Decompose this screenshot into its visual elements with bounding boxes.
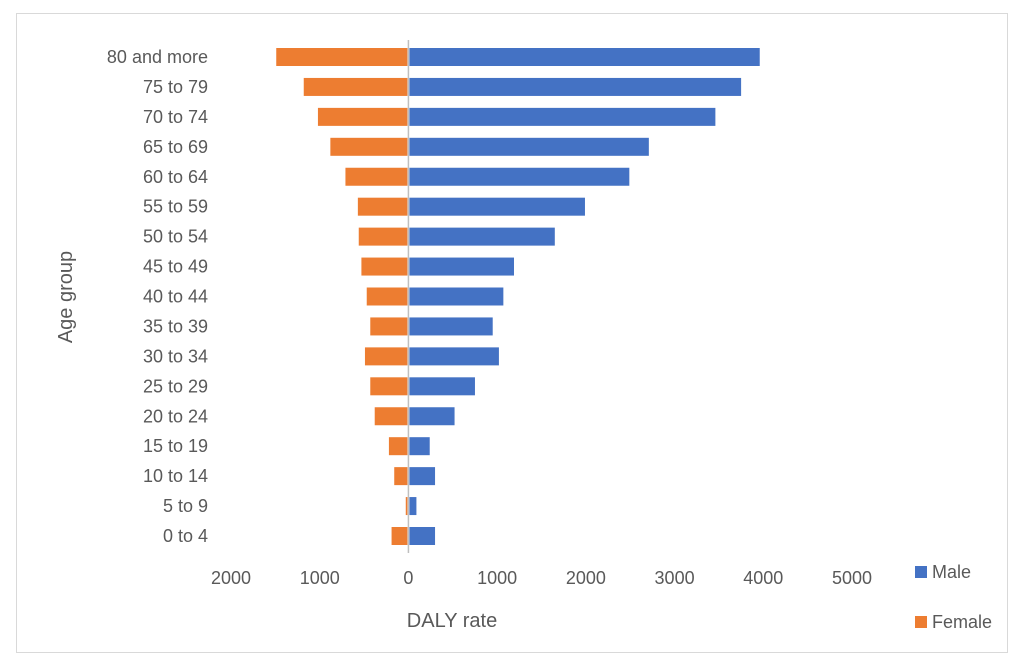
- category-label: 80 and more: [107, 47, 208, 67]
- x-tick-label: 1000: [477, 568, 517, 588]
- bar-female: [361, 257, 408, 276]
- x-tick-label: 1000: [300, 568, 340, 588]
- x-axis-title: DALY rate: [407, 610, 497, 632]
- category-label: 20 to 24: [143, 406, 208, 426]
- category-label: 40 to 44: [143, 287, 208, 307]
- bar-female: [405, 497, 408, 516]
- category-label: 10 to 14: [143, 466, 208, 486]
- category-label: 15 to 19: [143, 436, 208, 456]
- bar-male: [409, 48, 760, 66]
- bar-male: [409, 467, 436, 486]
- x-tick-label: 4000: [743, 568, 783, 588]
- category-label: 35 to 39: [143, 316, 208, 336]
- bar-female: [357, 197, 408, 216]
- legend-swatch: [915, 616, 927, 628]
- category-label: 0 to 4: [163, 526, 208, 546]
- bar-female: [370, 377, 408, 396]
- bar-female: [358, 227, 408, 246]
- bar-male: [409, 197, 585, 216]
- bar-female: [394, 467, 408, 486]
- legend-label: Female: [932, 612, 992, 632]
- bars-group: [276, 48, 760, 545]
- category-label: 50 to 54: [143, 227, 208, 247]
- category-label: 60 to 64: [143, 167, 208, 187]
- bar-male: [409, 377, 475, 396]
- bar-female: [374, 407, 408, 426]
- category-labels: 0 to 4 5 to 9 10 to 14 15 to 19 20 to 24 25 t…: [107, 47, 208, 546]
- bar-male: [409, 107, 716, 126]
- x-tick-label: 2000: [566, 568, 606, 588]
- x-tick-label: 3000: [655, 568, 695, 588]
- x-tick-labels: 2000 1000 0 1000 2000 3000 4000 5000: [211, 568, 872, 588]
- bar-male: [409, 527, 436, 545]
- category-label: 70 to 74: [143, 107, 208, 127]
- category-label: 55 to 59: [143, 197, 208, 217]
- bar-female: [303, 77, 408, 96]
- x-tick-label: 2000: [211, 568, 251, 588]
- bar-female: [276, 48, 408, 66]
- x-tick-label: 0: [403, 568, 413, 588]
- bar-male: [409, 227, 555, 246]
- bar-female: [330, 137, 408, 156]
- bar-male: [409, 347, 499, 366]
- category-label: 30 to 34: [143, 346, 208, 366]
- bar-male: [409, 257, 514, 276]
- legend: Male Female: [915, 562, 992, 632]
- bar-male: [409, 407, 455, 426]
- bar-male: [409, 167, 630, 186]
- category-label: 75 to 79: [143, 77, 208, 97]
- legend-swatch: [915, 566, 927, 578]
- bar-male: [409, 137, 649, 156]
- legend-label: Male: [932, 562, 971, 582]
- category-label: 5 to 9: [163, 496, 208, 516]
- bar-female: [388, 437, 408, 456]
- bar-male: [409, 497, 417, 516]
- y-axis-title: Age group: [55, 251, 77, 343]
- bar-female: [391, 527, 408, 545]
- category-label: 65 to 69: [143, 137, 208, 157]
- bar-male: [409, 287, 504, 306]
- category-label: 45 to 49: [143, 257, 208, 277]
- bar-female: [370, 317, 408, 336]
- bar-male: [409, 77, 742, 96]
- category-label: 25 to 29: [143, 376, 208, 396]
- bar-female: [364, 347, 408, 366]
- bar-female: [345, 167, 408, 186]
- bar-female: [317, 107, 408, 126]
- bar-male: [409, 317, 493, 336]
- bar-male: [409, 437, 430, 456]
- x-tick-label: 5000: [832, 568, 872, 588]
- bar-female: [366, 287, 408, 306]
